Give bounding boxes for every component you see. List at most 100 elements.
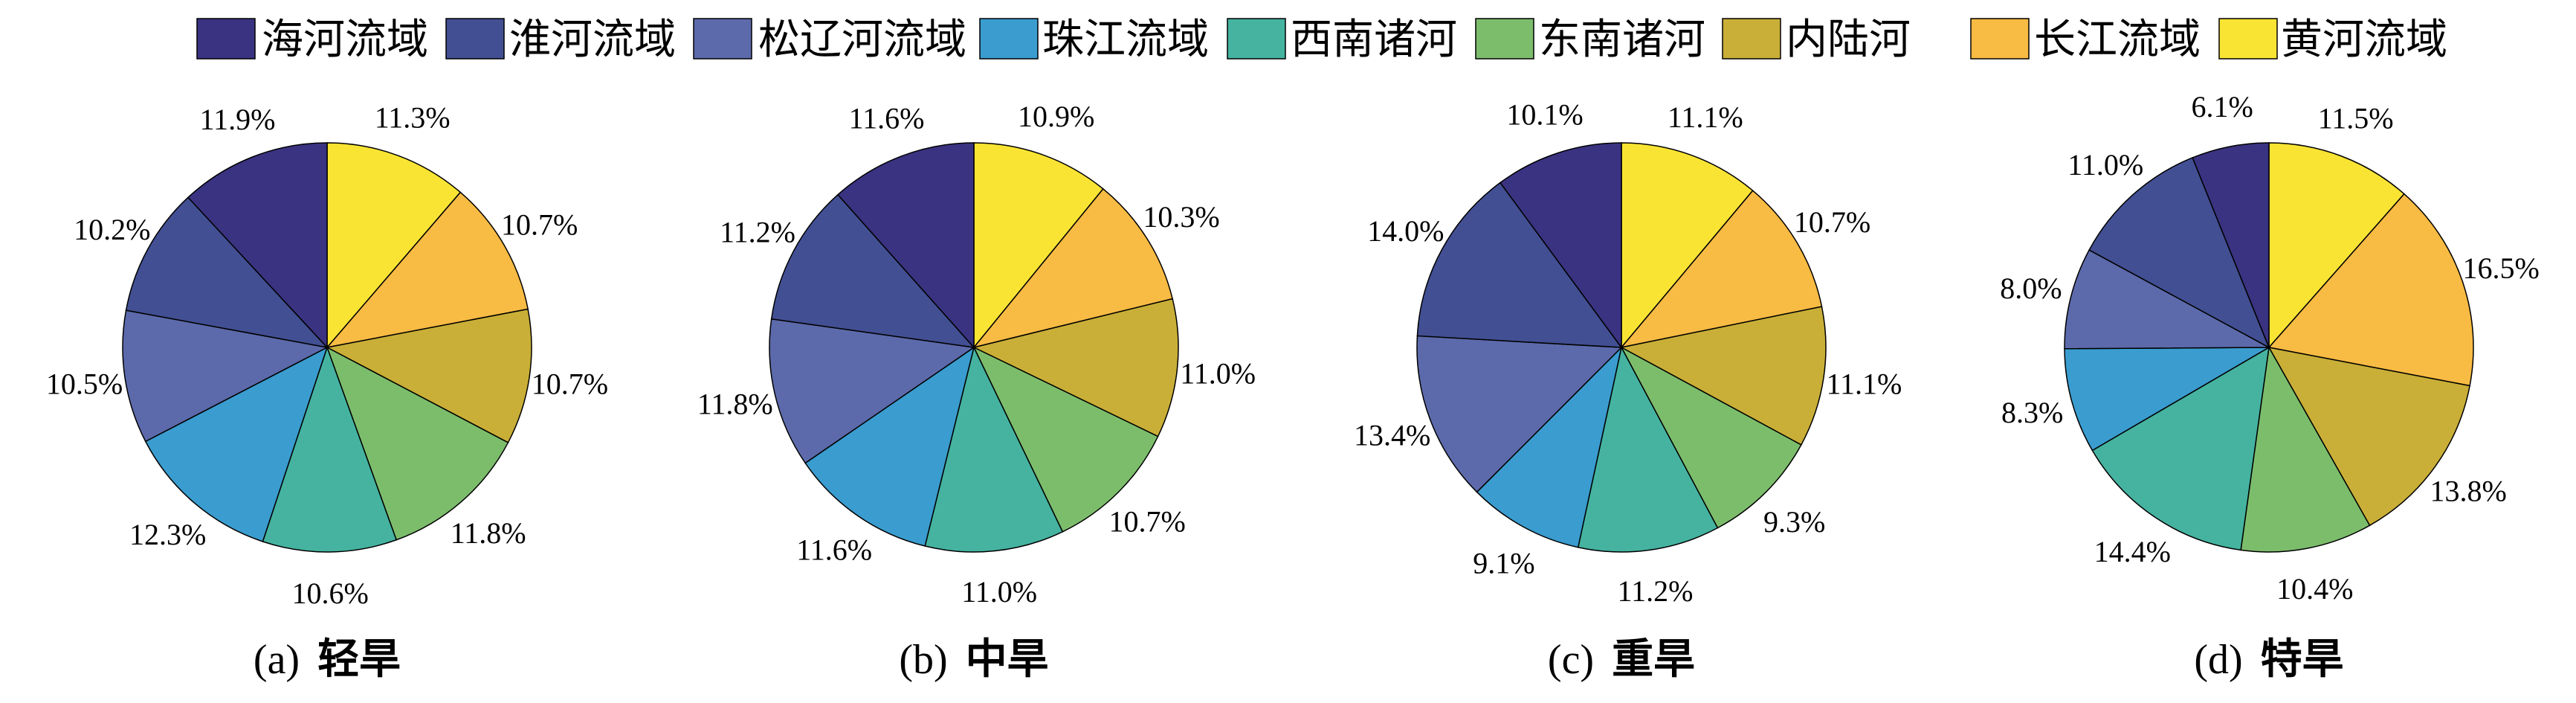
legend-entry: 淮河流域 xyxy=(445,16,676,64)
pie-slice xyxy=(2267,193,2474,387)
pie-slice xyxy=(1621,142,1754,350)
legend: 海河流域 淮河流域 松辽河流域 珠江流域 西南诸河 东南诸河 内陆河 长江流域 黄河流域 xyxy=(196,16,2447,64)
pie-slice xyxy=(770,193,975,349)
legend-entry: 松辽河流域 xyxy=(693,16,966,64)
legend-swatch xyxy=(979,18,1039,60)
pie-slice xyxy=(1620,190,1823,349)
slice-label: 10.7% xyxy=(532,367,608,401)
pie-slice xyxy=(2267,346,2471,527)
legend-swatch xyxy=(1227,18,1286,60)
pie-slice xyxy=(2268,142,2405,349)
slice-label: 11.9% xyxy=(200,103,276,136)
legend-label: 西南诸河 xyxy=(1291,16,1457,64)
chart-caption: (a) 轻旱 xyxy=(254,635,401,684)
pie-slice xyxy=(972,298,1179,437)
pie-slice xyxy=(804,346,975,547)
slice-label: 11.6% xyxy=(796,533,872,566)
pie-slice xyxy=(262,345,398,553)
slice-label: 11.3% xyxy=(375,101,451,135)
legend-swatch xyxy=(1970,18,2030,60)
caption-letter: (b) xyxy=(899,637,947,683)
pie-slice xyxy=(2192,142,2270,348)
pie-slice xyxy=(2064,347,2271,452)
slice-label: 11.1% xyxy=(1826,367,1902,401)
slice-label: 11.2% xyxy=(1618,574,1694,608)
pie-slice xyxy=(326,191,529,349)
slice-label: 11.5% xyxy=(2318,101,2394,135)
pie-slice xyxy=(2064,249,2270,350)
pie-slice xyxy=(1476,345,1623,548)
slice-label: 11.0% xyxy=(2067,148,2143,182)
pie-slice xyxy=(326,346,509,541)
pie-slice xyxy=(836,142,975,349)
pie-slice xyxy=(122,309,329,443)
legend-swatch xyxy=(1475,18,1534,60)
slice-label: 11.1% xyxy=(1668,100,1743,134)
slice-label: 14.4% xyxy=(2094,535,2171,568)
pie-slice xyxy=(972,346,1159,533)
pie-chart: 11.5% 16.5% 13.8% 10.4% 14.4% 8.3% 8.0% 11.0% 6.… xyxy=(2000,90,2540,684)
caption-title: 轻旱 xyxy=(317,635,401,684)
pie-slice xyxy=(125,196,329,349)
slice-label: 8.3% xyxy=(2001,396,2063,429)
legend-swatch xyxy=(1722,18,1781,60)
legend-entry: 海河流域 xyxy=(196,16,428,64)
pie-slice xyxy=(1619,306,1827,446)
pie-slice xyxy=(326,142,462,350)
slice-label: 10.2% xyxy=(74,213,150,246)
caption-title: 中旱 xyxy=(966,635,1049,684)
pie-slice xyxy=(972,187,1174,349)
slice-label: 13.8% xyxy=(2430,474,2507,507)
legend-swatch xyxy=(196,18,256,60)
slice-label: 9.3% xyxy=(1763,505,1825,539)
pie-slice xyxy=(1577,345,1719,553)
legend-label: 黄河流域 xyxy=(2281,16,2447,64)
slice-label: 13.4% xyxy=(1354,419,1430,452)
slice-label: 10.4% xyxy=(2276,572,2353,606)
pie-charts: 11.3% 10.7% 10.7% 11.8% 10.6% 12.3% 10.5% 10.2%… xyxy=(46,90,2540,684)
slice-label: 10.1% xyxy=(1506,97,1583,131)
slice-label: 10.7% xyxy=(1108,505,1185,539)
legend-label: 东南诸河 xyxy=(1539,16,1705,64)
legend-entry: 黄河流域 xyxy=(2218,16,2447,64)
caption-letter: (a) xyxy=(254,637,300,683)
pie-slice xyxy=(2088,156,2270,349)
slice-label: 11.6% xyxy=(849,102,925,135)
slice-label: 10.6% xyxy=(291,577,368,610)
slice-label: 10.5% xyxy=(46,367,123,401)
slice-label: 11.8% xyxy=(697,387,773,420)
legend-label: 内陆河 xyxy=(1786,16,1911,64)
caption-title: 特旱 xyxy=(2261,635,2344,684)
chart-caption: (b) 中旱 xyxy=(899,635,1048,684)
pie-slice xyxy=(2240,345,2371,553)
legend-label: 松辽河流域 xyxy=(758,16,966,64)
slice-label: 9.1% xyxy=(1473,547,1534,580)
legend-entry: 东南诸河 xyxy=(1475,16,1705,64)
slice-label: 11.0% xyxy=(1180,357,1256,391)
slice-label: 11.0% xyxy=(961,575,1037,609)
slice-label: 11.8% xyxy=(451,516,526,550)
slice-label: 16.5% xyxy=(2463,251,2540,285)
pie-slice xyxy=(1499,142,1622,350)
pie-slice xyxy=(187,142,328,349)
legend-entry: 长江流域 xyxy=(1970,16,2201,64)
pie-slice xyxy=(924,345,1064,553)
legend-entry: 内陆河 xyxy=(1722,16,1911,64)
legend-swatch xyxy=(2218,18,2278,60)
slice-label: 10.7% xyxy=(1794,205,1870,239)
legend-swatch xyxy=(693,18,752,60)
slice-label: 10.3% xyxy=(1143,200,1219,234)
slice-label: 11.2% xyxy=(720,215,795,248)
slice-label: 6.1% xyxy=(2191,90,2253,123)
chart-caption: (d) 特旱 xyxy=(2194,635,2343,684)
legend-label: 海河流域 xyxy=(262,16,428,64)
caption-letter: (d) xyxy=(2194,637,2242,683)
legend-swatch xyxy=(445,18,505,60)
slice-label: 10.7% xyxy=(501,208,578,242)
pie-chart: 10.9% 10.3% 11.0% 10.7% 11.0% 11.6% 11.8% 11.2%… xyxy=(697,100,1256,684)
legend-entry: 西南诸河 xyxy=(1227,16,1457,64)
pie-chart: 11.3% 10.7% 10.7% 11.8% 10.6% 12.3% 10.5% 10.2%… xyxy=(46,101,608,684)
pie-slice xyxy=(1416,182,1623,348)
pie-slice xyxy=(325,308,532,443)
